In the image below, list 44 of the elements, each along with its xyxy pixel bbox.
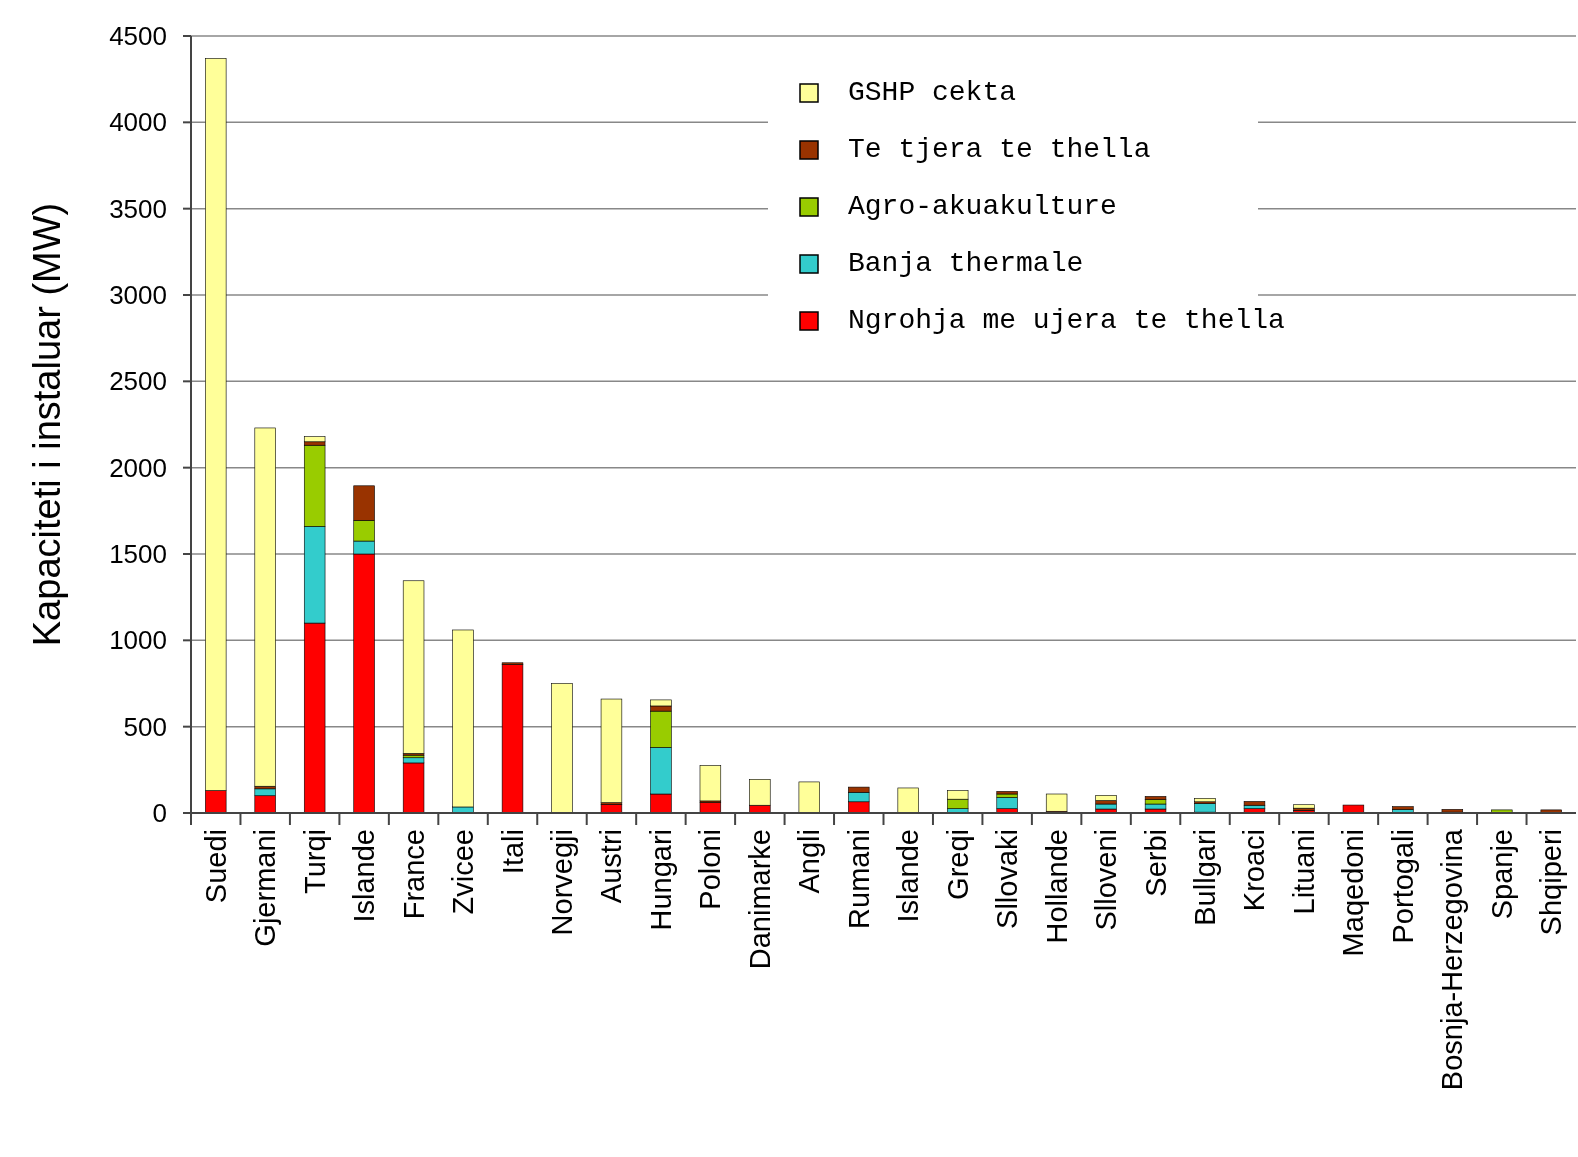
y-tick-label: 500 [123, 711, 167, 742]
y-tick-label: 3500 [109, 193, 167, 224]
x-tick-label: Suedi [199, 829, 232, 904]
x-tick-label: Slloveni [1090, 829, 1123, 931]
y-tick-label: 1000 [109, 625, 167, 656]
legend-label: Te tjera te thella [848, 134, 1151, 165]
x-tick-label: Kroaci [1238, 829, 1271, 912]
x-tick-label: Turqi [298, 829, 331, 894]
x-tick-label: Bosnja-Herzegovina [1436, 828, 1469, 1091]
x-tick-label: Maqedoni [1337, 829, 1370, 957]
x-tick-label: Islande [348, 829, 381, 923]
x-tick-label: Lituani [1287, 829, 1320, 915]
y-tick-label: 2500 [109, 366, 167, 397]
x-tick-label: Hungari [644, 829, 677, 931]
x-tick-label: Itali [496, 829, 529, 875]
x-tick-label: Poloni [694, 829, 727, 910]
x-tick-label: Greqi [941, 829, 974, 900]
x-tick-label: Serbi [1139, 829, 1172, 897]
y-tick-label: 1500 [109, 539, 167, 570]
y-tick-label: 4000 [109, 107, 167, 138]
y-tick-label: 3000 [109, 280, 167, 311]
legend-label: Ngrohja me ujera te thella [848, 305, 1285, 336]
x-tick-label: Bullgari [1189, 829, 1222, 926]
x-tick-label: Norvegji [545, 829, 578, 936]
y-tick-label: 2000 [109, 452, 167, 483]
x-tick-label: Austri [595, 829, 628, 904]
legend-label: GSHP cekta [848, 77, 1017, 108]
x-tick-label: Shqiperi [1535, 829, 1568, 936]
x-tick-label: Portogali [1386, 829, 1419, 944]
y-tick-label: 4500 [109, 21, 167, 52]
y-tick-label: 0 [152, 798, 167, 829]
x-tick-label: Rumani [842, 829, 875, 929]
x-tick-label: Hollande [1040, 829, 1073, 944]
legend-label: Banja thermale [848, 248, 1084, 279]
x-tick-label: Danimarke [743, 829, 776, 970]
x-tick-label: Gjermani [249, 829, 282, 947]
x-tick-label: Islande [892, 829, 925, 923]
x-tick-label: Spanje [1485, 829, 1518, 920]
legend-label: Agro-akuakulture [848, 191, 1117, 222]
x-tick-label: Zvicee [447, 829, 480, 915]
y-axis-title: Kapaciteti i instaluar (MW) [26, 202, 68, 647]
x-tick-label: France [397, 829, 430, 920]
x-tick-label: Sllovaki [991, 829, 1024, 929]
x-tick-label: Angli [793, 829, 826, 894]
